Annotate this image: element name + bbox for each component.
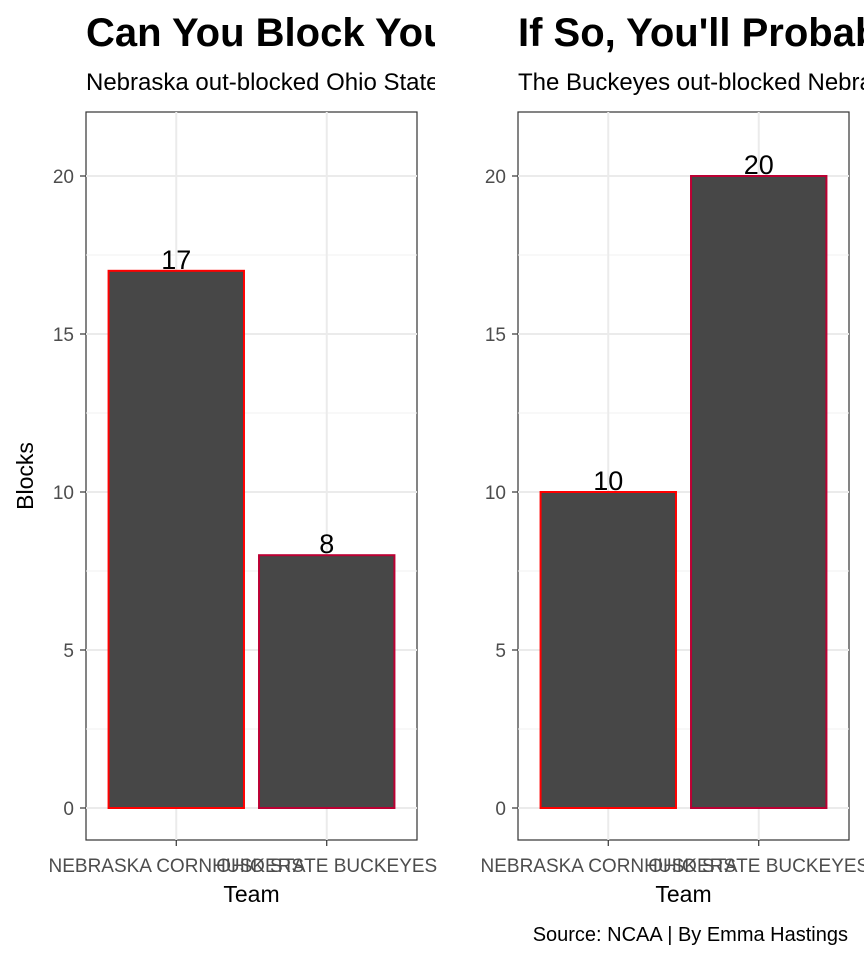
y-tick-label: 10 <box>53 483 74 504</box>
right-x-axis-title: Team <box>655 881 711 907</box>
y-tick-label: 20 <box>53 167 74 188</box>
left-chart-panel: Can You Block Your Opponent? Nebraska ou… <box>12 11 688 907</box>
x-tick-label: NEBRASKA CORNHUSKERS <box>481 856 737 877</box>
right-chart-panel: If So, You'll Probably Win The Buckeyes … <box>481 11 864 907</box>
right-chart-title: If So, You'll Probably Win <box>518 11 864 55</box>
left-y-axis: 0 5 10 15 20 <box>53 167 86 820</box>
x-tick-label: OHIO STATE BUCKEYES <box>648 856 864 877</box>
x-tick-label: NEBRASKA CORNHUSKERS <box>49 856 305 877</box>
bar-1 <box>258 554 396 810</box>
left-x-axis-title: Team <box>223 881 279 907</box>
source-caption: Source: NCAA | By Emma Hastings <box>533 924 848 946</box>
data-label-1: 8 <box>319 529 334 559</box>
data-label-0: 10 <box>593 466 623 496</box>
y-tick-label: 15 <box>485 325 506 346</box>
bar-0 <box>107 269 245 809</box>
right-bars <box>539 175 828 809</box>
right-data-labels: 10 20 <box>593 150 774 496</box>
y-tick-label: 5 <box>495 641 506 662</box>
left-bars <box>107 269 396 810</box>
left-chart-subtitle: Nebraska out-blocked Ohio State <box>86 69 440 96</box>
data-label-0: 17 <box>161 245 191 275</box>
y-tick-label: 5 <box>63 641 74 662</box>
y-tick-label: 10 <box>485 483 506 504</box>
right-y-axis: 0 5 10 15 20 <box>485 167 518 820</box>
y-tick-label: 15 <box>53 325 74 346</box>
bar-1 <box>690 175 828 809</box>
y-tick-label: 0 <box>63 799 74 820</box>
y-tick-label: 0 <box>495 799 506 820</box>
right-chart-subtitle: The Buckeyes out-blocked Nebraska <box>518 69 864 96</box>
left-y-axis-title: Blocks <box>12 442 38 510</box>
data-label-1: 20 <box>744 150 774 180</box>
left-data-labels: 17 8 <box>161 245 334 559</box>
left-chart-title: Can You Block Your Opponent? <box>86 11 688 55</box>
x-tick-label: OHIO STATE BUCKEYES <box>216 856 437 877</box>
bar-0 <box>539 491 677 809</box>
y-tick-label: 20 <box>485 167 506 188</box>
